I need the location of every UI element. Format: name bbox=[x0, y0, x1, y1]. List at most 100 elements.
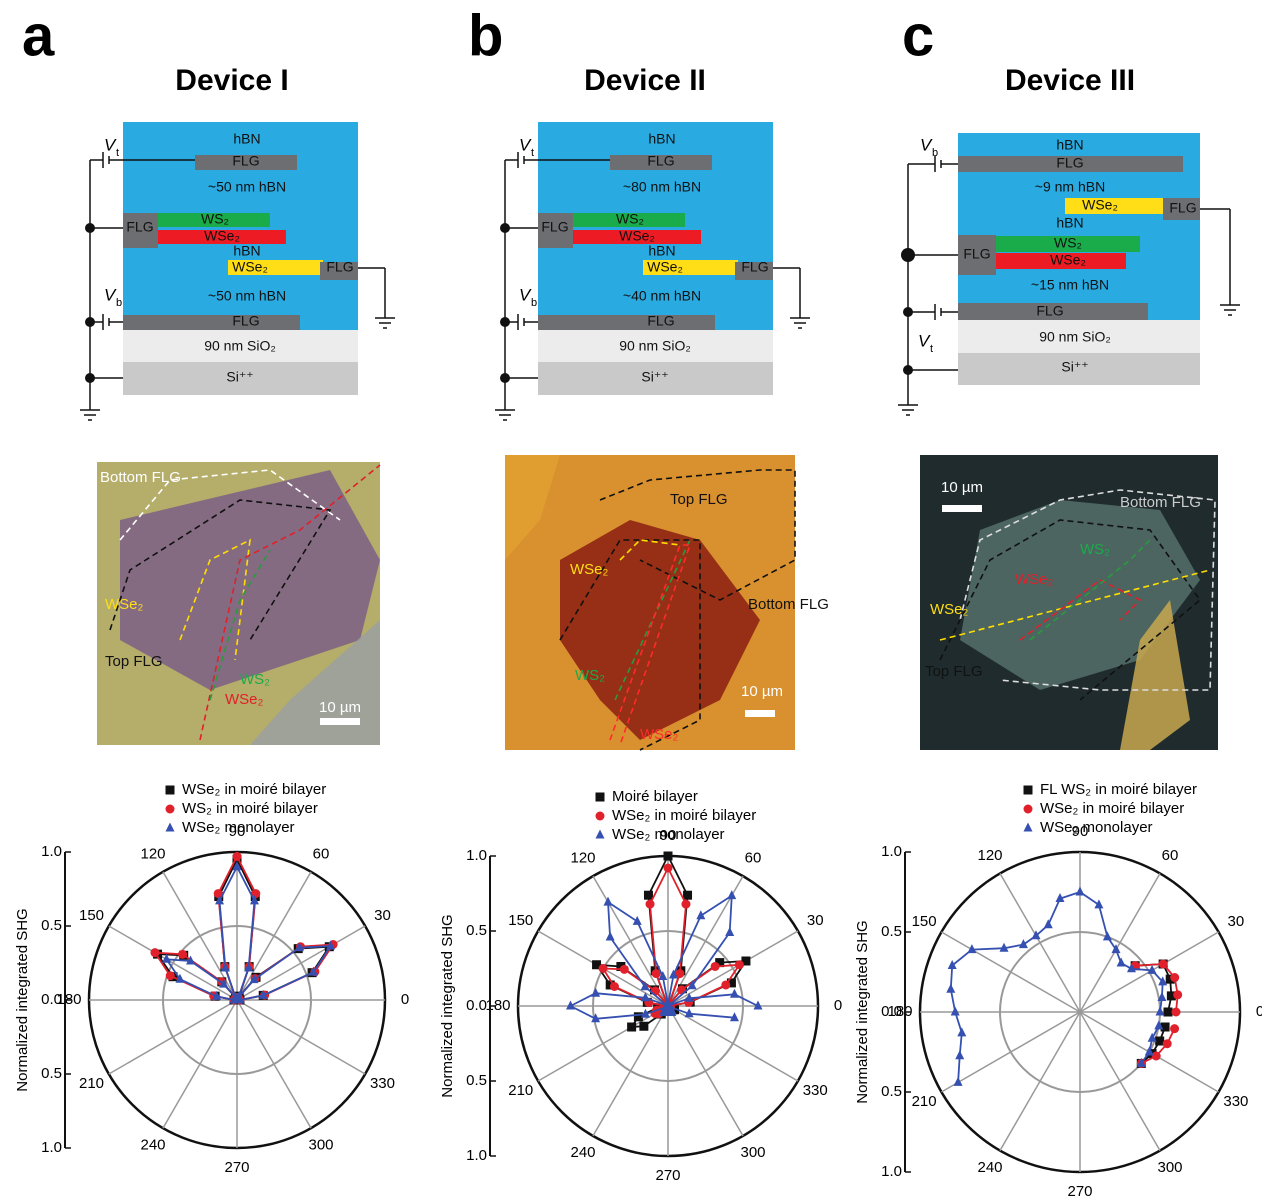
theta-tick-label: 30 bbox=[1228, 913, 1245, 930]
data-point bbox=[308, 966, 318, 976]
image-label: WS₂ bbox=[240, 671, 270, 688]
layer-label: FLG bbox=[963, 246, 990, 262]
flake-outline bbox=[599, 469, 796, 601]
image-label: Top FLG bbox=[105, 653, 163, 670]
data-point bbox=[1126, 963, 1136, 973]
layer-label: FLG bbox=[647, 153, 674, 169]
data-point bbox=[753, 1000, 763, 1010]
theta-tick-label: 120 bbox=[140, 845, 165, 862]
theta-tick-label: 240 bbox=[570, 1144, 595, 1161]
data-point bbox=[326, 940, 336, 950]
data-point bbox=[947, 959, 957, 969]
data-point bbox=[219, 978, 229, 988]
data-point bbox=[658, 970, 668, 980]
r-tick-label: 1.0 bbox=[41, 843, 62, 860]
r-tick-label: 1.0 bbox=[466, 1147, 487, 1164]
data-point bbox=[592, 960, 602, 970]
image-label: WS₂ bbox=[575, 667, 605, 684]
theta-tick-label: 0 bbox=[834, 997, 842, 1014]
grid-spoke bbox=[941, 931, 1081, 1013]
layer-label: 90 nm SiO₂ bbox=[619, 338, 691, 354]
data-point bbox=[232, 861, 242, 871]
legend-entry: WS₂ in moiré bilayer bbox=[182, 800, 318, 817]
data-point bbox=[1158, 976, 1168, 986]
data-point bbox=[1158, 959, 1168, 969]
layer bbox=[958, 235, 996, 275]
data-point bbox=[591, 987, 601, 997]
theta-tick-label: 180 bbox=[887, 1003, 912, 1020]
data-point bbox=[639, 1021, 649, 1031]
data-point bbox=[675, 969, 685, 979]
data-point bbox=[687, 980, 697, 990]
gate-symbol: V bbox=[519, 135, 532, 154]
layer bbox=[123, 362, 358, 395]
layer bbox=[538, 330, 773, 362]
image-label: Top FLG bbox=[925, 663, 983, 680]
data-point bbox=[1018, 939, 1028, 949]
layer-label: WSe₂ bbox=[647, 259, 683, 275]
theta-tick-label: 150 bbox=[79, 907, 104, 924]
data-point bbox=[684, 992, 694, 1002]
circuit-node bbox=[85, 373, 95, 383]
data-point bbox=[1165, 974, 1175, 984]
data-point bbox=[212, 990, 222, 1000]
data-point bbox=[1163, 1007, 1173, 1017]
data-point bbox=[1136, 1057, 1146, 1067]
data-point bbox=[1147, 964, 1157, 974]
data-point bbox=[220, 962, 230, 972]
layer-label: FLG bbox=[232, 153, 259, 169]
circuit-node bbox=[901, 248, 915, 262]
layer-label: FLG bbox=[741, 259, 768, 275]
data-point bbox=[1116, 957, 1126, 967]
data-point bbox=[1144, 1046, 1154, 1056]
data-point bbox=[244, 962, 254, 972]
r-tick-label: 1.0 bbox=[881, 1163, 902, 1180]
data-point bbox=[249, 974, 259, 984]
layer-label: FLG bbox=[326, 259, 353, 275]
legend-entry: WSe₂ in moiré bilayer bbox=[182, 781, 326, 798]
theta-tick-label: 180 bbox=[485, 997, 510, 1014]
scale-bar bbox=[942, 505, 982, 512]
legend-marker bbox=[165, 822, 175, 832]
legend-marker bbox=[1023, 822, 1033, 832]
flake-outline bbox=[209, 549, 271, 701]
layer-label: ~9 nm hBN bbox=[1035, 179, 1105, 195]
legend-entry: WSe₂ monolayer bbox=[182, 819, 295, 836]
legend-entry: WSe₂ monolayer bbox=[612, 826, 725, 843]
data-point bbox=[605, 931, 615, 941]
image-label: 10 µm bbox=[319, 699, 361, 716]
data-point bbox=[721, 980, 731, 990]
data-point bbox=[294, 942, 304, 952]
data-point bbox=[950, 1006, 960, 1016]
data-point bbox=[213, 889, 223, 899]
data-point bbox=[684, 1008, 694, 1018]
theta-tick-label: 0 bbox=[401, 991, 409, 1008]
r-tick-label: 1.0 bbox=[466, 847, 487, 864]
data-point bbox=[734, 960, 744, 970]
theta-tick-label: 330 bbox=[370, 1075, 395, 1092]
panel-title: Device I bbox=[175, 64, 288, 97]
theta-tick-label: 60 bbox=[745, 850, 762, 867]
legend-marker bbox=[595, 792, 605, 802]
series-line bbox=[949, 891, 1164, 1083]
theta-tick-label: 210 bbox=[508, 1082, 533, 1099]
legend-marker bbox=[165, 804, 175, 814]
panel-title: Device II bbox=[584, 64, 706, 97]
layer-label: 90 nm SiO₂ bbox=[204, 338, 276, 354]
data-point bbox=[1160, 1022, 1170, 1032]
data-point bbox=[249, 895, 259, 905]
flake-outline bbox=[939, 569, 1211, 641]
layer-label: WS₂ bbox=[201, 211, 229, 227]
theta-tick-label: 300 bbox=[1157, 1159, 1182, 1176]
legend-marker bbox=[1023, 785, 1033, 795]
layer bbox=[958, 303, 1148, 320]
gate-subscript: b bbox=[531, 297, 537, 309]
image-label: WS₂ bbox=[1080, 541, 1110, 558]
data-point bbox=[710, 961, 720, 971]
theta-tick-label: 60 bbox=[1162, 847, 1179, 864]
legend-marker bbox=[165, 785, 175, 795]
image-label: 10 µm bbox=[941, 479, 983, 496]
layer-label: Si⁺⁺ bbox=[1061, 359, 1088, 375]
image-label: WSe₂ bbox=[930, 601, 969, 618]
